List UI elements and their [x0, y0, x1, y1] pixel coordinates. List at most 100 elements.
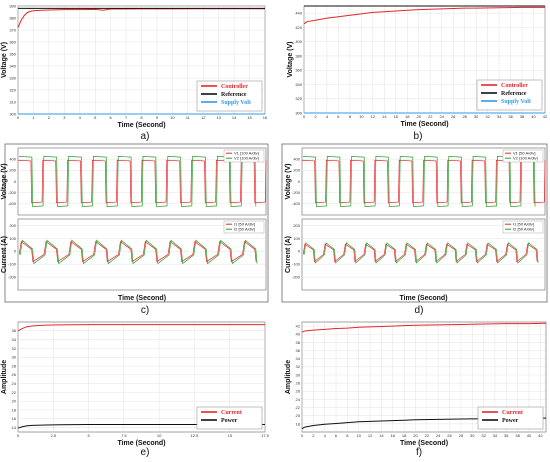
panel-caption-a: a) [141, 131, 150, 142]
legend-label: Controller [501, 83, 528, 89]
panel-f: 0 2 4 6 8 10 12 14 16 18 20 22 24 26 28 30 32 34 36 38 40 421… [285, 321, 547, 458]
legend-label: Supply Volt [501, 99, 531, 105]
y-tick-label: 360 [9, 39, 16, 44]
legend-label: I1 [50 A/div] [513, 222, 534, 227]
panel-caption-e: e) [141, 447, 150, 458]
voltage-wave-2 [18, 156, 257, 208]
x-tick-label: 15 [227, 433, 232, 438]
y-tick-label: 330 [9, 75, 16, 80]
x-tick-label: 10 [357, 433, 362, 438]
y-tick-label: -200 [8, 190, 17, 195]
x-tick-label: 8 [346, 433, 349, 438]
x-axis-label: Time (Second) [117, 122, 165, 129]
y-tick-label: 320 [295, 96, 302, 101]
y-tick-label: 26 [12, 372, 17, 377]
y-tick-label: 400 [9, 157, 16, 162]
legend-label: V2 [100 A/div] [513, 156, 538, 161]
y-tick-label: -100 [8, 262, 17, 267]
y-tick-label: 40 [296, 332, 301, 337]
legend-box-c-v [223, 149, 265, 163]
x-tick-label: 14 [382, 114, 387, 119]
x-tick-label: 12.5 [191, 433, 200, 438]
x-tick-label: 11 [186, 115, 191, 120]
x-tick-label: 0 [301, 433, 304, 438]
legend-label: Power [502, 418, 519, 424]
x-tick-label: 0 [17, 433, 20, 438]
x-tick-label: 5 [94, 115, 97, 120]
x-tick-label: 28 [459, 433, 464, 438]
x-tick-label: 36 [508, 114, 513, 119]
y-tick-label: -400 [8, 201, 17, 206]
voltage-wave-2 [302, 156, 536, 208]
x-tick-label: 12 [371, 114, 376, 119]
panel-b: 0 2 4 6 8 10 12 14 16 18 20 22 24 26 28 30 32 34 36 38 40 423… [287, 5, 548, 142]
legend-label: I1 [50 A/div] [234, 222, 255, 227]
y-tick-label: 24 [12, 381, 17, 386]
x-tick-label: 32 [485, 114, 490, 119]
x-tick-label: 22 [425, 433, 430, 438]
y-tick-label: 28 [296, 381, 301, 386]
x-tick-label: 38 [515, 433, 520, 438]
x-tick-label: 20 [417, 114, 422, 119]
x-tick-label: 10 [157, 433, 162, 438]
y-tick-label: 200 [293, 168, 300, 173]
y-tick-label: 380 [9, 15, 16, 20]
voltage-wave-1 [301, 159, 546, 204]
x-tick-label: 17.5 [261, 433, 270, 438]
x-tick-label: 9 [156, 115, 159, 120]
y-tick-label: 14 [12, 425, 17, 430]
x-tick-label: 2.5 [51, 433, 57, 438]
y-tick-label: 340 [9, 63, 16, 68]
x-tick-label: 18 [405, 114, 410, 119]
current-wave-2 [19, 239, 258, 265]
voltage-axis-label: Voltage (V) [1, 163, 8, 199]
x-axis-label: Time (Second) [118, 295, 166, 302]
x-tick-label: 36 [504, 433, 509, 438]
y-tick-label: 320 [9, 87, 16, 92]
y-tick-label: -100 [292, 262, 301, 267]
y-tick-label: 34 [12, 337, 17, 342]
legend-label: I2 [50 A/div] [513, 227, 534, 232]
y-tick-label: 100 [9, 236, 16, 241]
x-tick-label: 10 [170, 115, 175, 120]
x-axis-label: Time (Second) [400, 440, 448, 447]
y-tick-label: 30 [296, 372, 301, 377]
current-axis-label: Current (A) [285, 236, 292, 273]
x-tick-label: 2 [48, 115, 51, 120]
x-tick-label: 40 [527, 433, 532, 438]
y-tick-label: 22 [296, 405, 301, 410]
legend-box-d-i [502, 220, 544, 234]
x-tick-label: 20 [413, 433, 418, 438]
series-line-power [17, 424, 265, 429]
series-line-current [301, 322, 547, 333]
x-tick-label: 16 [391, 433, 396, 438]
legend-box-c-i [223, 220, 265, 234]
x-tick-label: 42 [543, 114, 548, 119]
legend-label: Controller [221, 84, 248, 90]
x-tick-label: 30 [474, 114, 479, 119]
y-tick-label: 340 [295, 82, 302, 87]
x-tick-label: 34 [497, 114, 502, 119]
x-tick-label: 5 [87, 433, 90, 438]
y-tick-label: 440 [295, 11, 302, 16]
legend-label: Supply Volt [221, 100, 251, 106]
x-tick-label: 32 [481, 433, 486, 438]
y-axis-label: Amplitude [285, 360, 292, 394]
x-tick-label: 14 [232, 115, 237, 120]
y-tick-label: 200 [9, 223, 16, 228]
x-tick-label: 4 [326, 114, 329, 119]
current-wave-1 [18, 240, 257, 263]
legend-box-d-v [502, 149, 544, 163]
x-tick-label: 4 [324, 433, 327, 438]
y-tick-label: 420 [295, 25, 302, 30]
y-tick-label: 38 [296, 340, 301, 345]
y-tick-label: 300 [295, 110, 302, 115]
x-tick-label: 1 [32, 115, 35, 120]
x-tick-label: 40 [531, 114, 536, 119]
y-tick-label: 200 [293, 223, 300, 228]
x-tick-label: 28 [462, 114, 467, 119]
y-tick-label: 0 [14, 179, 17, 184]
y-tick-label: -200 [8, 274, 17, 279]
